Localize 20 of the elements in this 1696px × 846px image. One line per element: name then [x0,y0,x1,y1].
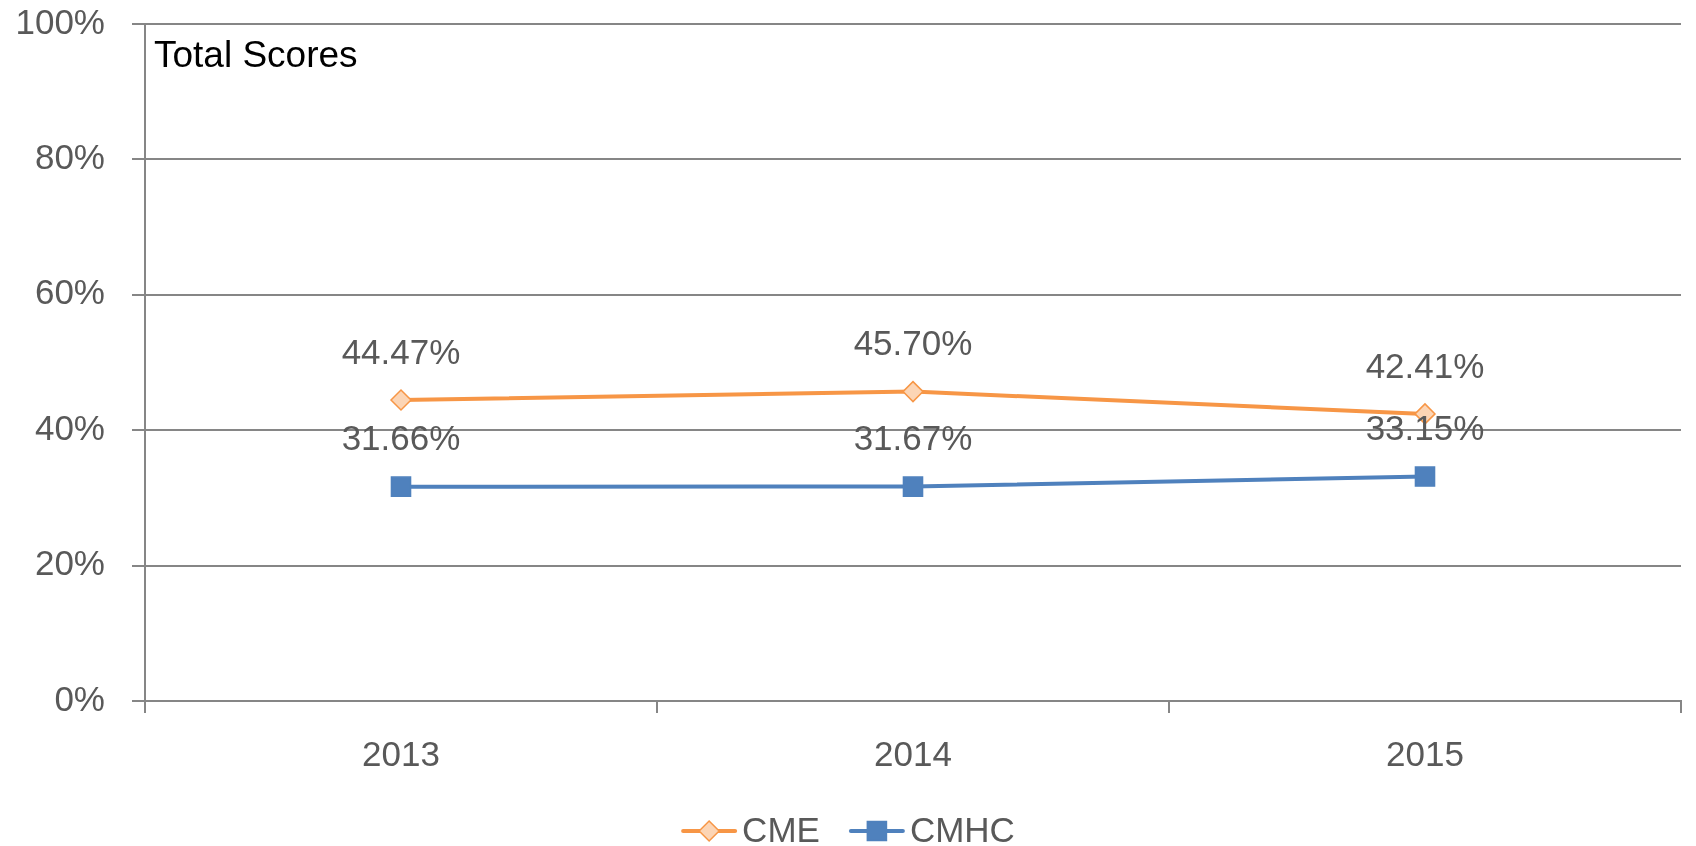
y-tick-label: 20% [34,543,105,583]
legend-label: CMHC [909,809,1015,846]
y-tick-label: 60% [34,272,105,312]
y-tick-label: 100% [15,1,105,41]
data-label: 44.47% [341,331,461,371]
data-label: 45.70% [853,323,973,363]
point [390,476,412,497]
point [902,476,924,497]
x-tick-label: 2015 [1386,733,1464,773]
legend-label: CME [742,809,820,846]
y-tick-label: 80% [34,137,105,177]
x-tick-label: 2013 [362,733,440,773]
x-tick-label: 2014 [874,733,952,773]
point [902,380,924,403]
y-tick-label: 0% [54,678,105,718]
point [1414,466,1436,487]
y-tick-label: 40% [34,407,105,447]
data-label: 42.41% [1365,345,1485,385]
chart-title: Total Scores [154,34,358,75]
point [390,389,412,411]
